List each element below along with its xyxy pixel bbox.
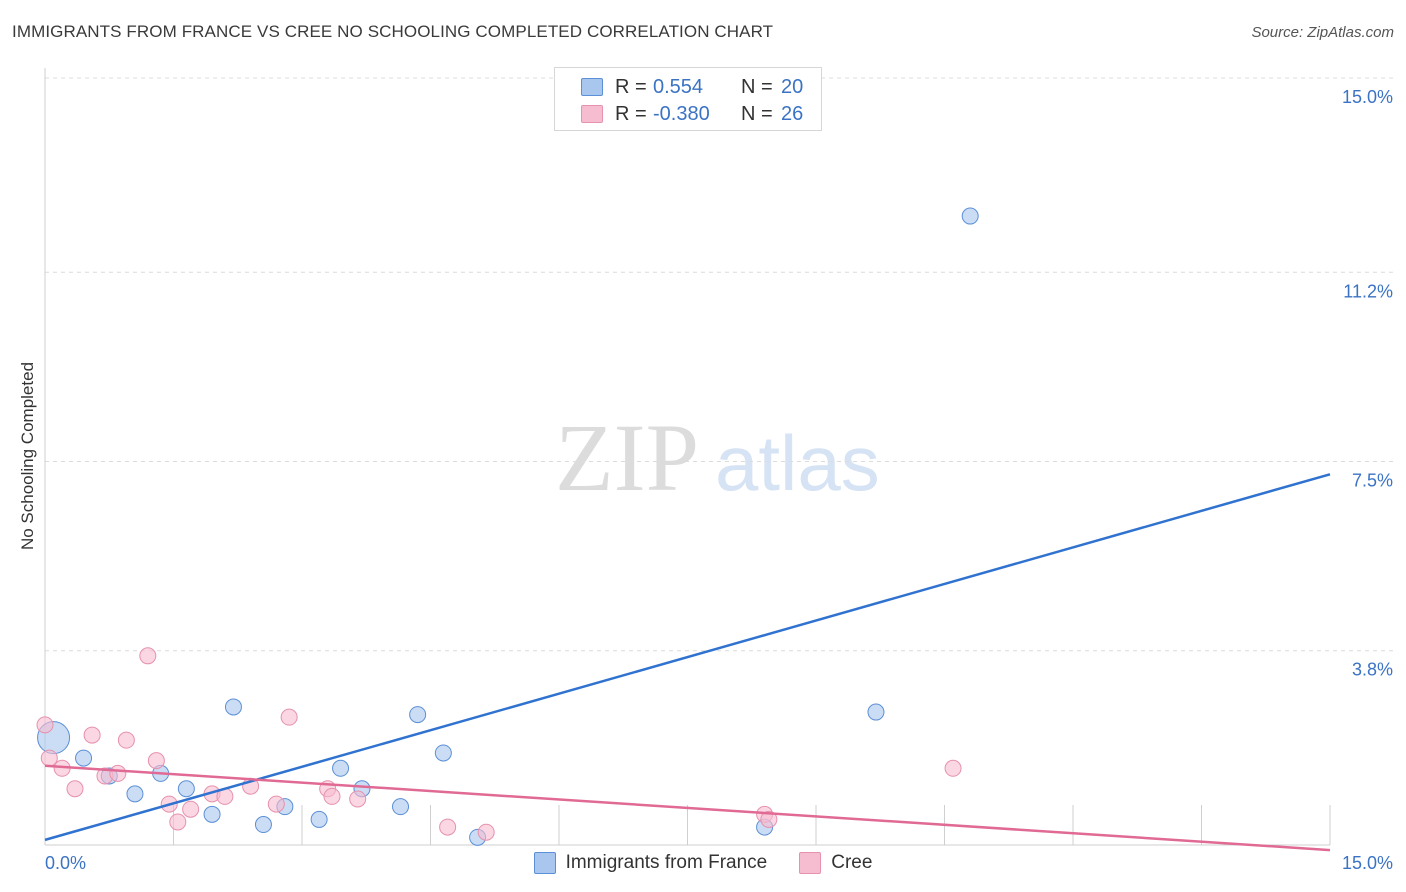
france-point [332,759,350,777]
france-point [434,744,452,762]
france-point [254,816,272,834]
y-tick-label: 7.5% [1352,471,1393,491]
france-point [203,805,221,823]
cree-swatch [799,852,822,874]
legend-label-france: Immigrants from France [565,852,768,873]
r-label: R = [615,102,647,125]
cree-point [83,726,101,744]
france-point [961,207,979,225]
r-value-france: 0.554 [653,75,704,98]
france-point [867,703,885,721]
cree-point [760,810,778,828]
france-point [310,810,328,828]
france-point [177,780,195,798]
legend-label-cree: Cree [831,852,873,873]
france-point [126,785,144,803]
cree-point [40,749,58,767]
cree-point [439,818,457,836]
watermark-atlas: atlas [715,419,880,507]
chart-title: IMMIGRANTS FROM FRANCE VS CREE NO SCHOOL… [12,22,774,41]
cree-point [477,823,495,841]
y-tick-label: 3.8% [1352,660,1393,680]
r-value-cree: -0.380 [653,102,710,125]
cree-point [267,795,285,813]
x-tick-label: 0.0% [45,853,86,873]
cree-point [117,731,135,749]
cree-point [280,708,298,726]
legend-item-france[interactable]: Immigrants from France [533,852,768,874]
france-point [392,798,410,816]
france-trend-line [44,473,1331,842]
x-tick-label: 15.0% [1342,853,1393,873]
france-swatch [581,78,603,96]
y-tick-label: 15.0% [1342,87,1393,107]
cree-trend-line [44,764,1331,852]
watermark-zip: ZIP [555,404,699,511]
y-tick-label: 11.2% [1343,281,1393,301]
cree-swatch [581,105,603,123]
legend-row-france: R = 0.554 N = 20 [555,73,803,101]
cree-point [139,647,157,665]
cree-point [169,813,187,831]
n-label: N = [741,75,773,98]
cree-point [36,716,54,734]
cree-point [349,790,367,808]
legend-item-cree[interactable]: Cree [799,852,872,874]
france-point [224,698,242,716]
series-legend: Immigrants from France Cree [0,852,1406,874]
cree-point [109,764,127,782]
cree-point [66,780,84,798]
cree-point [147,752,165,770]
n-value-cree: 26 [781,102,804,125]
legend-row-cree: R = -0.380 N = 26 [555,100,803,128]
r-label: R = [615,75,647,98]
france-swatch [533,852,556,874]
n-label: N = [741,102,773,125]
source-label: Source: ZipAtlas.com [1251,24,1394,41]
cree-point [944,759,962,777]
france-point [75,749,93,767]
n-value-france: 20 [781,75,804,98]
cree-point [323,787,341,805]
cree-point [182,800,200,818]
france-point [409,706,427,724]
correlation-legend: R = 0.554 N = 20 R = -0.380 N = 26 [554,67,822,131]
